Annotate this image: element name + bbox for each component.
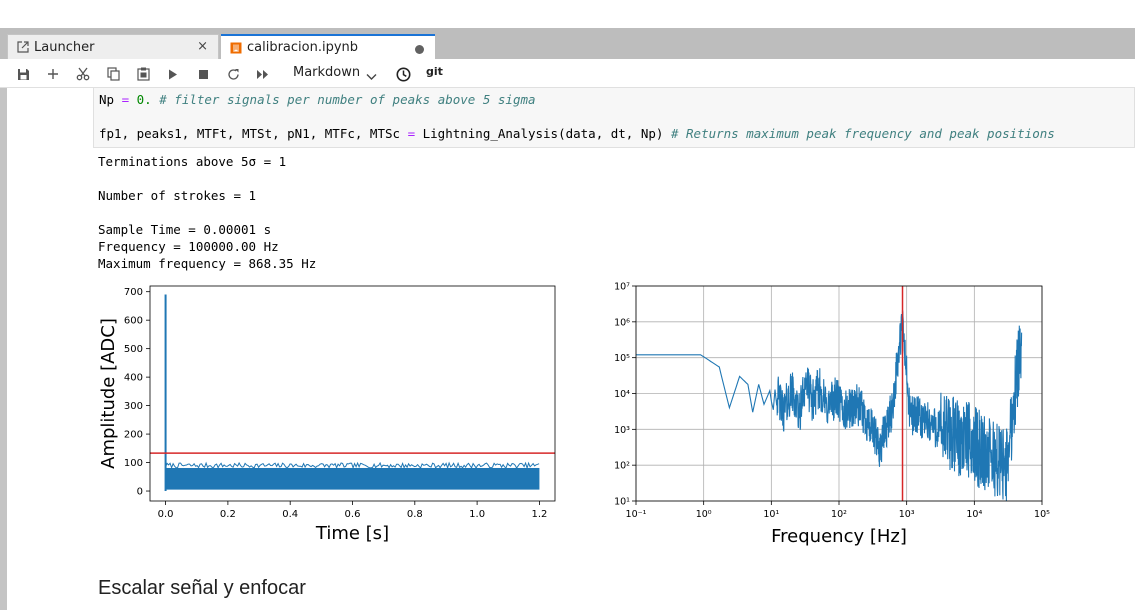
y-tick-label: 500 (124, 344, 143, 355)
notebook-toolbar: Markdown git (0, 59, 1135, 88)
x-tick-label: 10⁻¹ (626, 509, 647, 520)
code-call: Lightning_Analysis(data, dt, Np) (415, 126, 671, 141)
cell-type-select[interactable]: Markdown (293, 65, 361, 80)
y-tick-label: 10⁷ (614, 282, 630, 293)
paste-icon[interactable] (133, 64, 153, 84)
y-tick-label: 10¹ (614, 497, 630, 508)
x-tick-label: 10⁵ (1034, 509, 1050, 520)
x-tick-label: 0.8 (407, 509, 423, 520)
y-tick-label: 400 (124, 373, 143, 384)
amplitude-time-chart: 0.0 0.2 0.4 0.6 0.8 1.0 1.2 0 100 200 300 400 500 600… (98, 285, 556, 544)
x-axis-label: Frequency [Hz] (771, 526, 907, 547)
code-operator: = (121, 92, 130, 107)
y-tick-label: 200 (124, 430, 143, 441)
y-tick-label: 0 (137, 487, 143, 498)
external-link-icon (16, 40, 30, 54)
restart-icon[interactable] (223, 64, 243, 84)
x-tick-label: 1.0 (469, 509, 485, 520)
x-tick-label: 0.2 (220, 509, 236, 520)
x-tick-label: 10⁰ (696, 509, 712, 520)
tab-notebook[interactable]: calibracion.ipynb (221, 34, 435, 59)
x-tick-label: 0.4 (282, 509, 298, 520)
run-icon[interactable] (163, 64, 183, 84)
code-comment: # Returns maximum peak frequency and pea… (670, 126, 1055, 141)
tab-label: calibracion.ipynb (247, 40, 359, 55)
code-line-2: fp1, peaks1, MTFt, MTSt, pN1, MTFc, MTSc… (99, 126, 1055, 141)
y-tick-label: 300 (124, 401, 143, 412)
copy-icon[interactable] (103, 64, 123, 84)
y-axis-label: Amplitude [ADC] (98, 318, 119, 469)
add-icon[interactable] (43, 64, 63, 84)
code-line-1: Np = 0. # filter signals per number of p… (99, 92, 536, 107)
x-tick-label: 0.6 (345, 509, 361, 520)
output-line: Sample Time = 0.00001 s (98, 222, 272, 237)
x-axis-label: Time [s] (315, 523, 389, 544)
output-line: Number of strokes = 1 (98, 188, 257, 203)
code-number: 0. (136, 92, 152, 107)
stop-icon[interactable] (193, 64, 213, 84)
chevron-down-icon[interactable] (366, 66, 377, 85)
y-tick-label: 10⁶ (614, 317, 630, 328)
code-cell[interactable]: Np = 0. # filter signals per number of p… (93, 88, 1135, 148)
tab-bar: Launcher × calibracion.ipynb (0, 28, 1135, 59)
spectrum-line (636, 309, 1023, 502)
y-tick-label: 10³ (614, 425, 630, 436)
clock-icon[interactable] (393, 64, 413, 84)
run-all-icon[interactable] (253, 64, 273, 84)
left-panel-edge (0, 88, 7, 610)
close-icon[interactable]: × (197, 39, 208, 54)
x-tick-label: 1.2 (531, 509, 547, 520)
code-comment: # filter signals per number of peaks abo… (159, 92, 536, 107)
tab-label: Launcher (34, 39, 95, 55)
git-button[interactable]: git (426, 65, 443, 78)
code-var: Np (99, 92, 115, 107)
x-tick-label: 10⁴ (966, 509, 982, 520)
noise-envelope (165, 461, 540, 470)
x-tick-label: 0.0 (158, 509, 174, 520)
y-tick-label: 10⁴ (614, 389, 630, 400)
x-tick-label: 10¹ (763, 509, 779, 520)
save-icon[interactable] (13, 64, 33, 84)
y-tick-label: 10⁵ (614, 353, 630, 364)
browser-top-strip (0, 0, 1135, 28)
cut-icon[interactable] (73, 64, 93, 84)
code-operator: = (407, 126, 416, 141)
tab-launcher[interactable]: Launcher × (7, 34, 219, 59)
y-tick-label: 100 (124, 458, 143, 469)
noise-band (165, 467, 540, 490)
x-tick-label: 10² (831, 509, 847, 520)
notebook-icon (229, 41, 243, 55)
output-line: Terminations above 5σ = 1 (98, 154, 287, 169)
output-line: Maximum frequency = 868.35 Hz (98, 256, 317, 271)
output-line: Frequency = 100000.00 Hz (98, 239, 279, 254)
markdown-heading: Escalar señal y enfocar (98, 577, 306, 599)
code-text: fp1, peaks1, MTFt, MTSt, pN1, MTFc, MTSc (99, 126, 408, 141)
y-tick-label: 10² (614, 461, 630, 472)
y-tick-label: 700 (124, 287, 143, 298)
frequency-spectrum-chart: 10⁻¹ 10⁰ 10¹ 10² 10³ 10⁴ 10⁵ 10¹ 10² 10³ 10⁴ 10⁵ 10⁶… (614, 282, 1050, 548)
y-tick-label: 600 (124, 316, 143, 327)
unsaved-indicator-icon[interactable] (415, 45, 424, 54)
x-tick-label: 10³ (899, 509, 915, 520)
